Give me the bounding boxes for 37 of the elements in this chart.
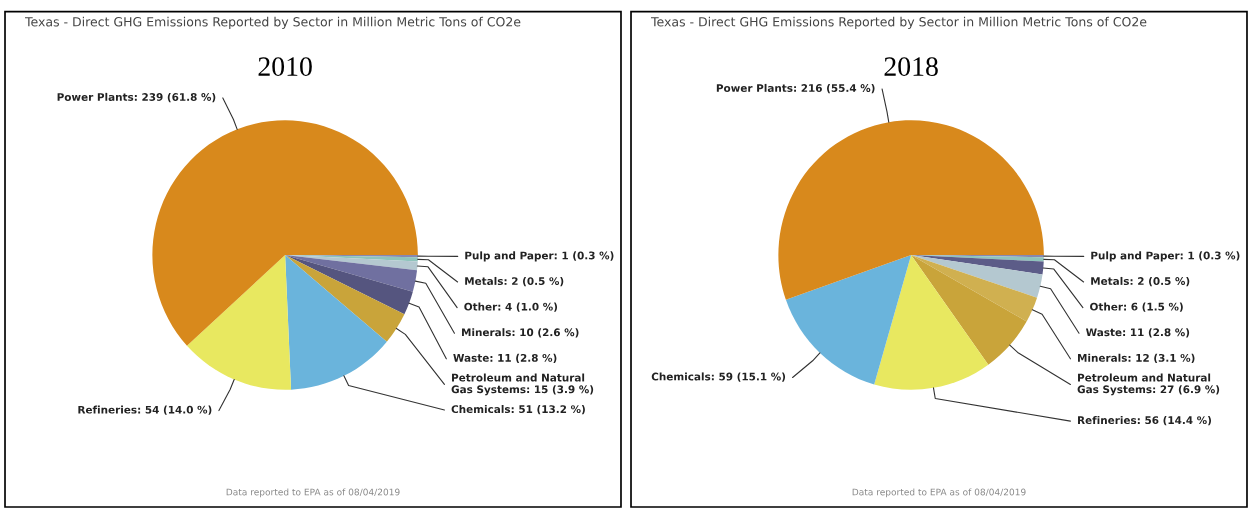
pie-slice xyxy=(911,255,1027,365)
pie-slice xyxy=(152,120,418,346)
pie-slice xyxy=(285,255,418,292)
chart-subtitle: 2010 xyxy=(258,57,312,76)
pie-slice xyxy=(285,255,413,315)
slice-label: Power Plants: 216 (55.4 %) xyxy=(716,83,875,94)
slice-label: Petroleum and Natural Gas Systems: 27 (6.9 %) xyxy=(1077,373,1220,396)
slice-label: Waste: 11 (2.8 %) xyxy=(1085,328,1190,338)
slice-label: Petroleum and Natural Gas Systems: 15 (3.9 %) xyxy=(451,373,594,396)
pie-slice xyxy=(874,255,989,390)
slice-label: Minerals: 12 (3.1 %) xyxy=(1078,353,1195,364)
chart-title: Texas - Direct GHG Emissions Reported by Sector in Million Metric Tons of CO2e xyxy=(651,16,1147,29)
slice-label: Pulp and Paper: 1 (0.3 %) xyxy=(465,251,614,262)
slice-label: Refineries: 54 (14.0 %) xyxy=(78,405,212,415)
slice-label: Refineries: 56 (14.4 %) xyxy=(1078,416,1212,426)
pie-slice xyxy=(911,255,1043,298)
slice-label: Pulp and Paper: 1 (0.3 %) xyxy=(1091,251,1240,262)
slice-label: Metals: 2 (0.5 %) xyxy=(1091,276,1190,287)
pie-slice xyxy=(911,255,1044,275)
slice-label: Other: 4 (1.0 %) xyxy=(464,302,558,312)
pie-slice xyxy=(785,255,912,385)
pie-slice xyxy=(911,255,1038,322)
pie-slice xyxy=(285,255,387,390)
slice-label: Other: 6 (1.5 %) xyxy=(1090,302,1183,312)
slice-label: Power Plants: 239 (61.8 %) xyxy=(57,92,216,103)
pie-slice xyxy=(285,255,405,342)
chart-title: Texas - Direct GHG Emissions Reported by Sector in Million Metric Tons of CO2e xyxy=(25,16,521,29)
text: Data reported to EPA as of 08/04/2019 xyxy=(226,488,400,498)
pie-slice xyxy=(778,120,1044,300)
slice-label: Waste: 11 (2.8 %) xyxy=(453,353,557,364)
pie-slice xyxy=(186,255,292,390)
slice-label: Minerals: 10 (2.6 %) xyxy=(462,328,579,338)
chart-subtitle: 2018 xyxy=(884,57,938,76)
slice-label: Chemicals: 51 (13.2 %) xyxy=(451,404,585,415)
slice-label: Metals: 2 (0.5 %) xyxy=(465,276,564,287)
text: Data reported to EPA as of 08/04/2019 xyxy=(852,488,1026,498)
slice-label: Chemicals: 59 (15.1 %) xyxy=(651,372,786,382)
